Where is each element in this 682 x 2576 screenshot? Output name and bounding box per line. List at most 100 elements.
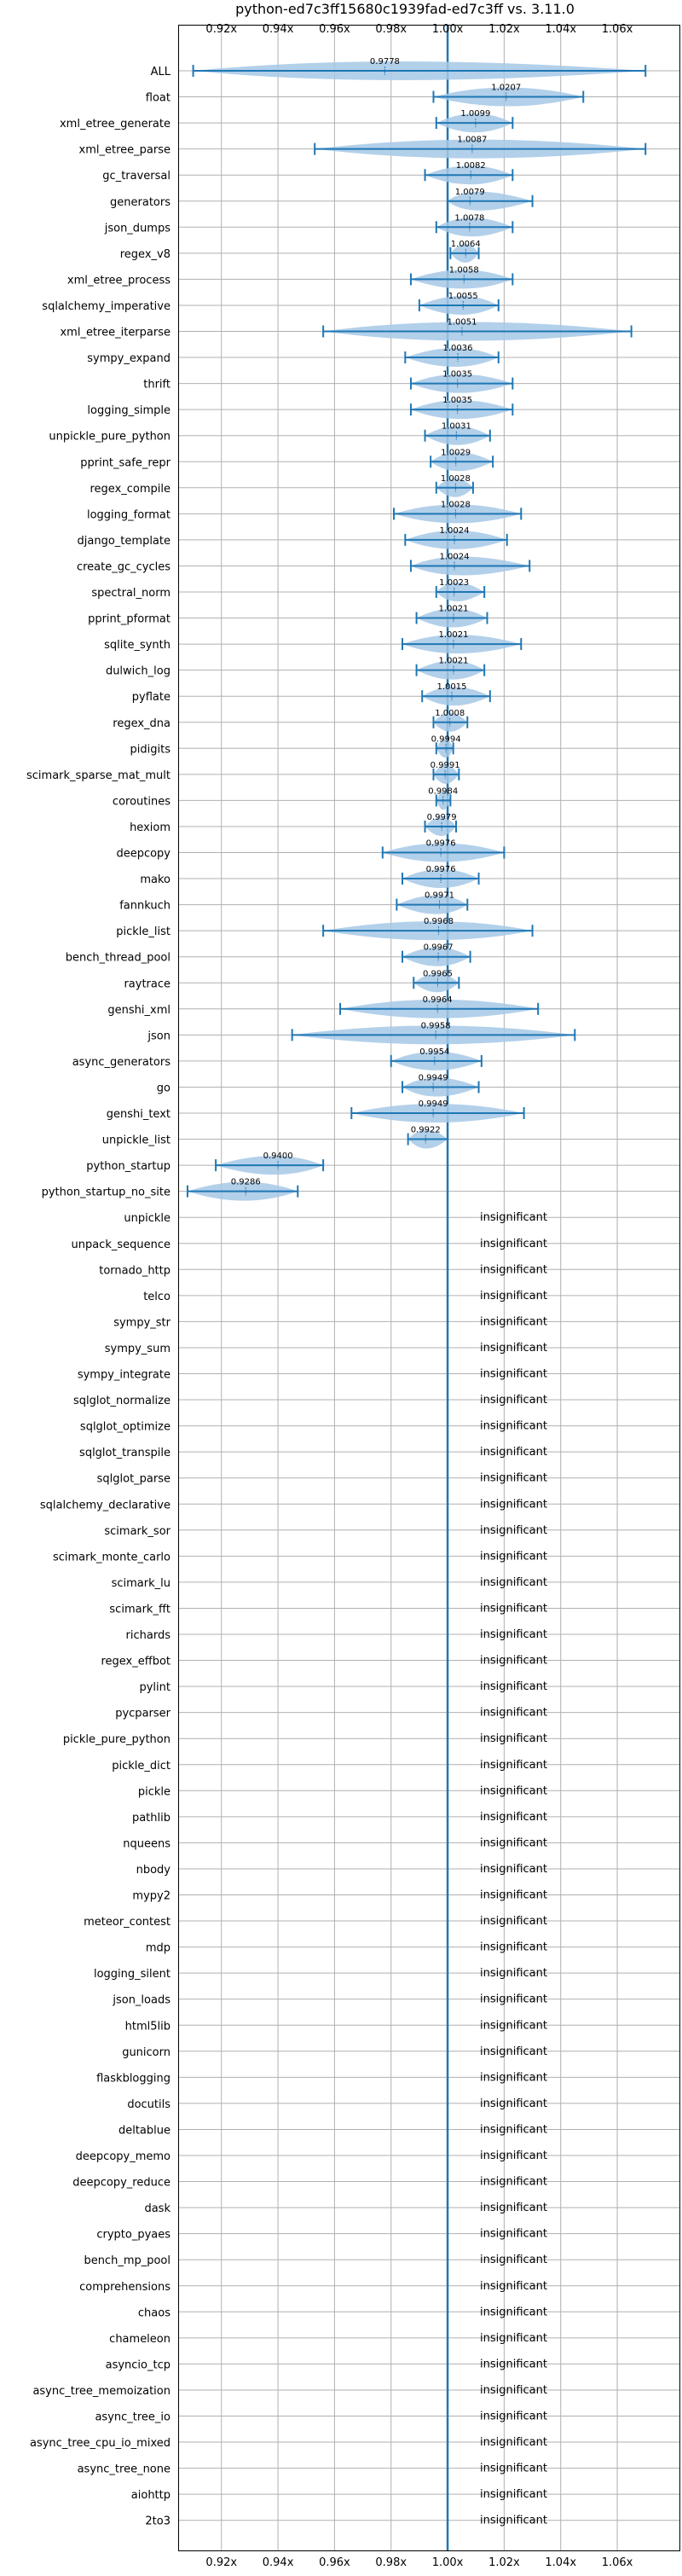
insignificant-label: insignificant: [480, 1602, 547, 1615]
category-label: genshi_text: [107, 1108, 170, 1121]
insignificant-label: insignificant: [480, 2071, 547, 2084]
category-label: xml_etree_process: [67, 274, 170, 287]
category-label: go: [157, 1082, 170, 1094]
category-label: float: [146, 92, 170, 105]
insignificant-label: insignificant: [480, 1446, 547, 1459]
category-label: pycparser: [115, 1708, 170, 1720]
category-label: genshi_xml: [107, 1004, 170, 1017]
insignificant-label: insignificant: [480, 2019, 547, 2032]
category-label: nbody: [136, 1864, 171, 1877]
category-label: bench_mp_pool: [84, 2254, 170, 2267]
category-label: unpickle_list: [102, 1134, 170, 1147]
value-label: 0.9971: [425, 891, 454, 901]
x-tick-label-bottom: 1.00x: [432, 2556, 464, 2569]
value-label: 1.0024: [440, 526, 470, 536]
category-label: 2to3: [145, 2515, 170, 2528]
x-tick-label-bottom: 1.02x: [488, 2556, 520, 2569]
category-label: scimark_lu: [112, 1577, 170, 1590]
category-label: ALL: [151, 66, 171, 78]
value-label: 1.0028: [441, 474, 471, 484]
insignificant-label: insignificant: [480, 1498, 547, 1511]
insignificant-label: insignificant: [480, 2436, 547, 2449]
insignificant-label: insignificant: [480, 2097, 547, 2110]
value-label: 1.0035: [442, 396, 472, 405]
category-label: scimark_sparse_mat_mult: [26, 769, 170, 782]
category-label: regex_compile: [90, 483, 170, 496]
insignificant-label: insignificant: [480, 1836, 547, 1849]
category-label: async_generators: [72, 1056, 171, 1069]
value-label: 1.0099: [460, 109, 490, 119]
category-label: sqlalchemy_declarative: [40, 1499, 170, 1511]
insignificant-label: insignificant: [480, 2411, 547, 2423]
category-label: scimark_fft: [109, 1603, 170, 1616]
category-label: fannkuch: [119, 900, 170, 913]
category-label: meteor_contest: [84, 1916, 170, 1929]
category-label: mdp: [146, 1942, 170, 1955]
insignificant-label: insignificant: [480, 1811, 547, 1824]
value-label: 0.9976: [426, 839, 456, 849]
value-label: 0.9984: [428, 786, 458, 796]
category-label: unpack_sequence: [71, 1239, 170, 1251]
insignificant-label: insignificant: [480, 2228, 547, 2241]
insignificant-label: insignificant: [480, 2463, 547, 2475]
category-label: python_startup: [86, 1160, 170, 1173]
category-label: thrift: [143, 379, 170, 392]
value-label: 1.0021: [439, 605, 469, 614]
category-label: nqueens: [123, 1837, 170, 1850]
marks-layer: [186, 26, 647, 2550]
value-label: 0.9976: [426, 865, 456, 874]
value-label: 0.9965: [423, 969, 453, 978]
category-label: bench_thread_pool: [66, 952, 170, 965]
category-label: regex_dna: [113, 717, 170, 730]
value-label: 0.9400: [263, 1152, 293, 1161]
category-label: xml_etree_parse: [79, 144, 170, 157]
value-label: 1.0082: [456, 161, 486, 171]
insignificant-label: insignificant: [480, 1941, 547, 1954]
category-label: gc_traversal: [102, 170, 170, 183]
category-label: logging_format: [87, 508, 170, 521]
category-label: deepcopy_memo: [76, 2150, 170, 2163]
value-label: 0.9778: [370, 57, 400, 67]
value-label: 1.0051: [447, 318, 477, 328]
insignificant-label: insignificant: [480, 1211, 547, 1224]
category-label: regex_v8: [120, 248, 170, 261]
category-label: json_loads: [112, 1994, 170, 2007]
category-label: generators: [110, 196, 170, 209]
insignificant-label: insignificant: [480, 1576, 547, 1589]
category-label: sympy_sum: [105, 1343, 170, 1355]
insignificant-label: insignificant: [480, 1759, 547, 1772]
x-tick-label-top: 0.92x: [205, 23, 237, 36]
x-tick-label-top: 0.94x: [263, 23, 294, 36]
value-label: 1.0207: [491, 84, 521, 93]
category-label: deepcopy: [116, 848, 170, 861]
value-label: 1.0055: [448, 292, 478, 301]
insignificant-label: insignificant: [480, 1394, 547, 1407]
category-label: sqlite_synth: [104, 639, 170, 652]
category-label: pickle_list: [116, 925, 170, 938]
x-tick-label-top: 0.96x: [319, 23, 350, 36]
insignificant-label: insignificant: [480, 2280, 547, 2293]
category-label: spectral_norm: [91, 587, 170, 600]
value-label: 1.0058: [449, 265, 479, 275]
category-label: deltablue: [118, 2124, 170, 2137]
x-tick-label-bottom: 0.98x: [375, 2556, 407, 2569]
category-label: unpickle_pure_python: [49, 431, 170, 444]
category-label: xml_etree_generate: [60, 118, 170, 131]
insignificant-label: insignificant: [480, 2332, 547, 2345]
category-label: aiohttp: [131, 2489, 170, 2502]
category-label: pyflate: [132, 691, 170, 704]
insignificant-label: insignificant: [480, 1238, 547, 1250]
insignificant-label: insignificant: [480, 2254, 547, 2266]
category-label: xml_etree_iterparse: [60, 327, 170, 339]
category-label: async_tree_cpu_io_mixed: [30, 2437, 170, 2450]
category-label: asyncio_tcp: [106, 2358, 170, 2371]
category-label: async_tree_io: [95, 2411, 170, 2424]
category-label: mako: [140, 873, 170, 886]
insignificant-label: insignificant: [480, 2488, 547, 2501]
value-label: 0.9979: [427, 813, 457, 822]
category-label: scimark_sor: [104, 1525, 170, 1538]
plot-frame: [178, 25, 680, 2551]
value-label: 0.9949: [419, 1073, 448, 1082]
category-label: regex_effbot: [101, 1656, 170, 1668]
